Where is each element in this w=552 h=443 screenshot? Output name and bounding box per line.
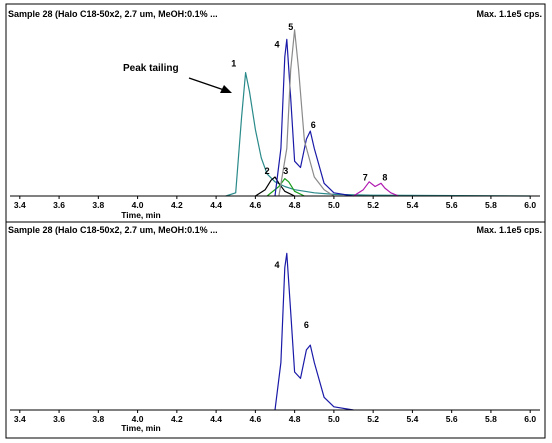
panel2-plot: 46 <box>274 252 354 411</box>
panel1-trace-3 <box>266 178 305 197</box>
panel1-peak-label-3: 3 <box>283 166 288 176</box>
panel1-trace-2 <box>255 176 295 197</box>
panel2-tick-label: 4.2 <box>171 414 183 424</box>
panel1-peak-label-7: 7 <box>363 172 368 182</box>
panel1-tick-label: 3.4 <box>14 200 26 210</box>
panel2-peak-label-6: 6 <box>304 320 309 330</box>
panel1-tick-label: 5.2 <box>367 200 379 210</box>
panel1-peak-label-1: 1 <box>231 58 236 68</box>
panel1-peak-label-4: 4 <box>274 39 279 49</box>
panel2-tick-label: 5.8 <box>485 414 497 424</box>
panel1-tick-label: 5.6 <box>446 200 458 210</box>
panel2-tick-label: 4.6 <box>249 414 261 424</box>
panel1-tick-label: 6.0 <box>524 200 536 210</box>
panel2-tick-label: 4.0 <box>132 414 144 424</box>
panel1-tick-label: 4.4 <box>210 200 222 210</box>
panel1-trace-5 <box>278 29 335 197</box>
panel1-tick-label: 4.0 <box>132 200 144 210</box>
panel2-xlabel: Time, min <box>121 423 161 433</box>
panel2-tick-label: 4.8 <box>289 414 301 424</box>
panel1-tick-label: 3.8 <box>92 200 104 210</box>
panel2-tick-label: 6.0 <box>524 414 536 424</box>
panel2-tick-label: 5.0 <box>328 414 340 424</box>
panel2-max-label: Max. 1.1e5 cps. <box>476 225 542 235</box>
panel2-tick-label: 4.4 <box>210 414 222 424</box>
panel2-tick-label: 3.4 <box>14 414 26 424</box>
panel1-trace-4 <box>274 38 354 197</box>
panel1-max-label: Max. 1.1e5 cps. <box>476 9 542 19</box>
peak-tailing-annotation: Peak tailing <box>123 63 179 74</box>
panel1-tick-label: 4.6 <box>249 200 261 210</box>
panel1-tick-label: 4.8 <box>289 200 301 210</box>
panel2-tick-label: 5.2 <box>367 414 379 424</box>
panel1-tick-label: 5.4 <box>406 200 418 210</box>
panel1-plot: 1 2 3 45 6 7 8 <box>225 22 531 197</box>
panel1-xlabel: Time, min <box>121 210 161 220</box>
panel1-ticks: 3.4 3.6 3.8 4.0 4.2 4.4 4.6 4.8 5.0 5.2 5.4 5.6 5.8 6… <box>14 196 536 210</box>
panel1-tick-label: 5.8 <box>485 200 497 210</box>
panel1-tick-label: 5.0 <box>328 200 340 210</box>
panel1-peak-label-5: 5 <box>288 22 293 32</box>
panel1-tick-label: 3.6 <box>53 200 65 210</box>
panel1-peak-label-8: 8 <box>382 172 387 182</box>
panel2-trace-1 <box>274 252 354 411</box>
panel1-peak-label-6: 6 <box>311 120 316 130</box>
panel2-tick-label: 3.8 <box>92 414 104 424</box>
panel1-trace-1 <box>225 72 531 197</box>
annotation-arrow-shaft <box>188 77 225 91</box>
panel1-title: Sample 28 (Halo C18-50x2, 2.7 um, MeOH:0… <box>8 9 218 19</box>
panel1-trace-6 <box>353 181 399 197</box>
panel2-ticks: 3.4 3.6 3.8 4.0 4.2 4.4 4.6 4.8 5.0 5.2 5.4 5.6 5.8 6… <box>14 410 536 424</box>
annotation-arrow-head <box>220 85 232 93</box>
panel2-tick-label: 3.6 <box>53 414 65 424</box>
panel1-peak-label-2: 2 <box>265 166 270 176</box>
panel2-title: Sample 28 (Halo C18-50x2, 2.7 um, MeOH:0… <box>8 225 218 235</box>
panel2-peak-label-4: 4 <box>274 260 279 270</box>
panel2-tick-label: 5.4 <box>406 414 418 424</box>
outer-frame <box>5 3 546 439</box>
panel2-tick-label: 5.6 <box>446 414 458 424</box>
panel1-tick-label: 4.2 <box>171 200 183 210</box>
